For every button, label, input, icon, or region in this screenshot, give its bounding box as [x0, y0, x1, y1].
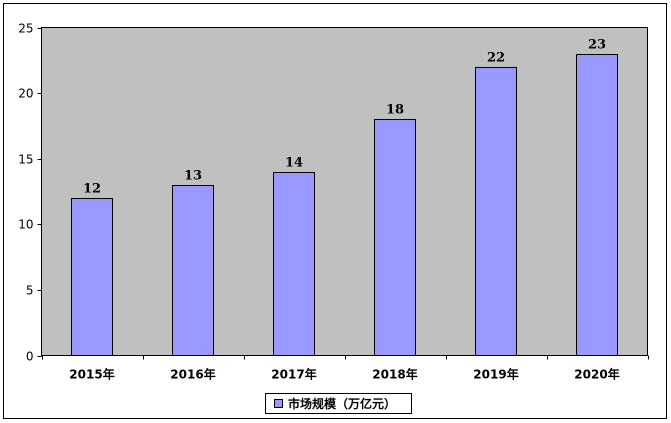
data-label: 18 — [386, 103, 404, 118]
value-labels: 12 13 14 18 22 23 — [83, 38, 606, 197]
x-tick-label: 2020年 — [574, 367, 619, 382]
x-tick-label: 2018年 — [372, 367, 417, 382]
plot-area — [41, 27, 648, 356]
legend-label: 市场规模（万亿元） — [288, 396, 396, 411]
x-tick-label: 2015年 — [69, 367, 114, 382]
data-label: 12 — [83, 182, 101, 197]
y-tick-label: 0 — [26, 350, 34, 364]
data-label: 14 — [285, 156, 303, 171]
data-label: 23 — [588, 38, 606, 53]
y-tick-label: 10 — [18, 218, 33, 232]
y-tick-label: 25 — [18, 22, 33, 36]
bar — [71, 198, 113, 356]
x-tick-label: 2019年 — [473, 367, 518, 382]
legend: 市场规模（万亿元） — [265, 393, 412, 414]
y-tick-label: 5 — [26, 284, 34, 298]
bar — [374, 119, 416, 356]
y-tick-label: 15 — [18, 153, 33, 167]
bar — [475, 67, 517, 356]
y-axis: 0 5 10 15 20 25 — [18, 22, 42, 364]
y-tick-label: 20 — [18, 87, 33, 101]
x-axis: 2015年 2016年 2017年 2018年 2019年 2020年 — [42, 355, 649, 382]
legend-box — [265, 393, 412, 414]
bar — [172, 185, 214, 356]
bar — [576, 54, 618, 356]
data-label: 22 — [487, 51, 505, 66]
bar — [273, 172, 315, 356]
x-tick-label: 2016年 — [170, 367, 215, 382]
data-label: 13 — [184, 169, 202, 184]
x-tick-label: 2017年 — [271, 367, 316, 382]
legend-swatch — [274, 399, 283, 408]
bar-series — [71, 54, 618, 356]
